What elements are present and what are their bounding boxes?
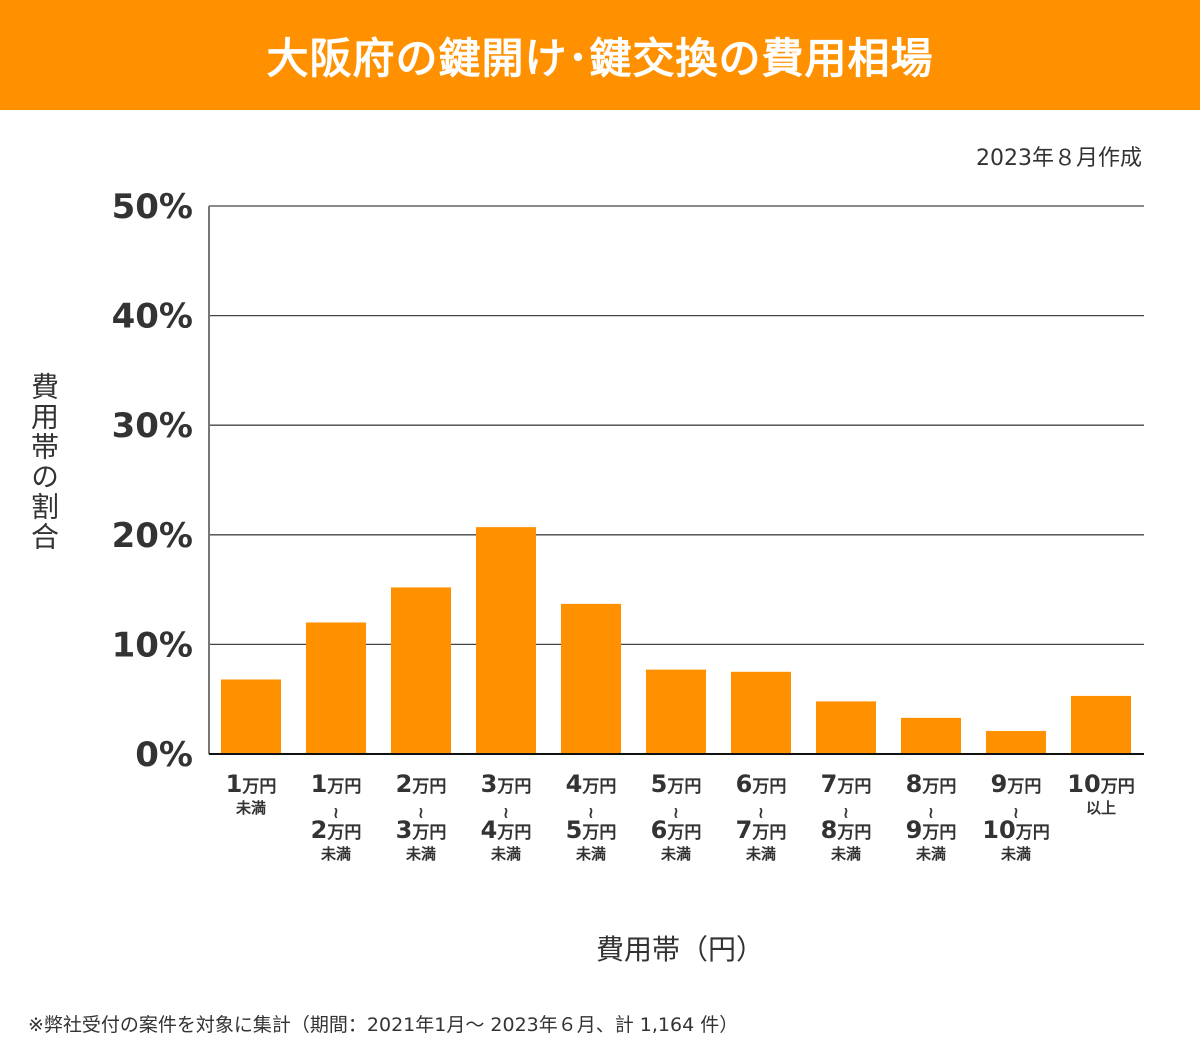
y-tick-label: 0% xyxy=(135,735,193,775)
x-tick-label: ~ xyxy=(327,806,346,819)
x-tick-label: 未満 xyxy=(405,845,436,863)
title-banner: 大阪府の鍵開け･鍵交換の費用相場 xyxy=(0,0,1200,110)
bar xyxy=(561,603,621,754)
x-tick-label: 以上 xyxy=(1086,799,1116,817)
x-tick-label: 未満 xyxy=(830,845,861,863)
x-tick-label: ~ xyxy=(582,806,601,819)
x-tick-label: ~ xyxy=(667,806,686,819)
x-tick-label: 8万円 xyxy=(821,816,872,844)
footnote: ※弊社受付の案件を対象に集計（期間：2021年1月～ 2023年６月、計 1,1… xyxy=(28,1014,739,1036)
bar xyxy=(221,679,281,754)
x-tick-label: ~ xyxy=(922,806,941,819)
x-tick-label: 6万円 xyxy=(736,770,787,798)
x-tick-label: ~ xyxy=(497,806,516,819)
y-tick-label: 20% xyxy=(112,516,193,556)
y-tick-label: 10% xyxy=(112,625,193,665)
bar xyxy=(901,717,961,754)
x-tick-label: ~ xyxy=(837,806,856,819)
bar xyxy=(986,730,1046,754)
x-tick-label: 未満 xyxy=(745,845,776,863)
x-axis-label: 費用帯（円） xyxy=(595,933,764,966)
chart-title: 大阪府の鍵開け･鍵交換の費用相場 xyxy=(266,33,934,83)
x-tick-label: 10万円 xyxy=(982,816,1049,844)
x-tick-label: 5万円 xyxy=(651,770,702,798)
x-tick-label: 未満 xyxy=(915,845,946,863)
x-tick-label: 4万円 xyxy=(566,770,617,798)
x-tick-label: 10万円 xyxy=(1067,770,1134,798)
x-tick-label: 未満 xyxy=(235,799,266,817)
y-tick-label: 50% xyxy=(112,187,193,227)
x-tick-label: 2万円 xyxy=(311,816,362,844)
x-tick-label: 7万円 xyxy=(821,770,872,798)
bar xyxy=(476,527,536,754)
x-tick-label: 3万円 xyxy=(481,770,532,798)
bar xyxy=(391,587,451,754)
x-tick-label: ~ xyxy=(1007,806,1026,819)
x-tick-label: 9万円 xyxy=(991,770,1042,798)
y-tick-label: 40% xyxy=(112,297,193,337)
bar xyxy=(646,669,706,754)
x-tick-label: 1万円 xyxy=(311,770,362,798)
x-tick-label: ~ xyxy=(412,806,431,819)
x-tick-label: ~ xyxy=(752,806,771,819)
x-tick-label: 3万円 xyxy=(396,816,447,844)
x-tick-label: 5万円 xyxy=(566,816,617,844)
x-tick-label: 未満 xyxy=(490,845,521,863)
y-tick-label: 30% xyxy=(112,406,193,446)
bar xyxy=(1071,695,1131,754)
x-tick-label: 6万円 xyxy=(651,816,702,844)
x-tick-label: 未満 xyxy=(575,845,606,863)
bar xyxy=(306,622,366,754)
x-tick-label: 未満 xyxy=(320,845,351,863)
y-axis-label: 費用帯の割合 xyxy=(27,372,60,552)
x-tick-label: 未満 xyxy=(660,845,691,863)
x-tick-label: 9万円 xyxy=(906,816,957,844)
bar xyxy=(731,671,791,754)
x-tick-label: 7万円 xyxy=(736,816,787,844)
x-tick-label: 4万円 xyxy=(481,816,532,844)
x-tick-label: 8万円 xyxy=(906,770,957,798)
x-tick-label: 2万円 xyxy=(396,770,447,798)
x-tick-label: 1万円 xyxy=(226,770,277,798)
x-tick-label: 未満 xyxy=(1000,845,1031,863)
created-date: 2023年８月作成 xyxy=(976,146,1142,171)
bar xyxy=(816,701,876,754)
